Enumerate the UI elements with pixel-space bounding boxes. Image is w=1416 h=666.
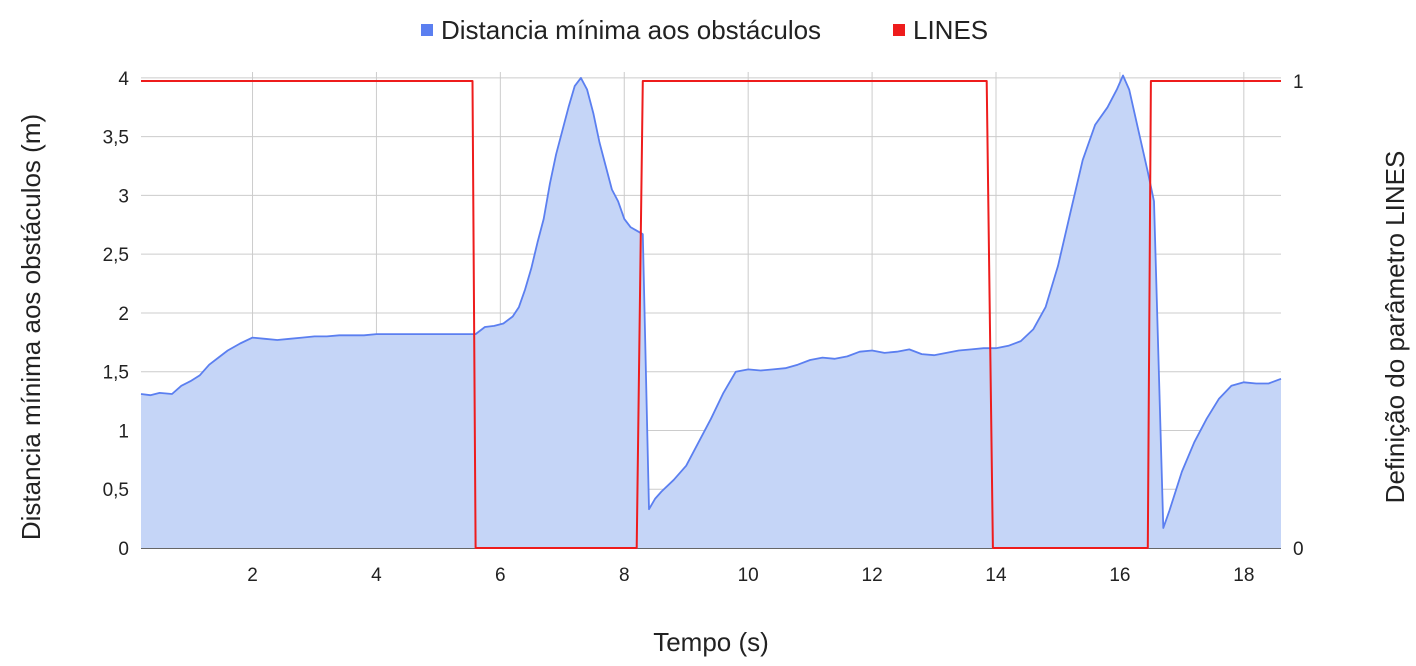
- x-tick-label: 18: [1233, 565, 1254, 586]
- x-tick-label: 12: [862, 565, 883, 586]
- x-tick-label: 10: [738, 565, 759, 586]
- legend-item-distance: Distancia mínima aos obstáculos: [421, 15, 821, 45]
- x-axis-title: Tempo (s): [653, 627, 769, 657]
- y-tick-label: 3,5: [103, 128, 129, 149]
- y-tick-label: 0: [118, 539, 129, 560]
- y-axis-right: 01: [1293, 72, 1304, 560]
- y-tick-label: 2,5: [103, 245, 129, 266]
- legend-item-lines: LINES: [893, 15, 988, 45]
- y-tick-label: 2: [118, 304, 129, 325]
- y-tick-label: 3: [118, 186, 129, 207]
- y-axis-left: 0 0,5 1 1,5 2 2,5 3 3,5 4: [103, 69, 130, 560]
- x-tick-label: 14: [985, 565, 1007, 586]
- legend-swatch-distance: [421, 24, 433, 36]
- legend-label-distance: Distancia mínima aos obstáculos: [441, 15, 821, 45]
- x-tick-label: 16: [1109, 565, 1130, 586]
- distance-area-fill: [141, 75, 1281, 548]
- y-axis-title: Distancia mínima aos obstáculos (m): [16, 114, 46, 540]
- y-tick-label: 0,5: [103, 480, 129, 501]
- distance-series-line: [140, 74, 1282, 529]
- y-tick-label: 1: [118, 421, 129, 442]
- x-tick-label: 4: [371, 565, 382, 586]
- y-tick-label: 1,5: [103, 363, 129, 384]
- x-axis: 2 4 6 8 10 12 14 16 18: [247, 565, 1254, 586]
- x-tick-label: 2: [247, 565, 258, 586]
- x-tick-label: 8: [619, 565, 630, 586]
- legend-label-lines: LINES: [913, 15, 988, 45]
- x-tick-label: 6: [495, 565, 506, 586]
- legend: Distancia mínima aos obstáculos LINES: [421, 15, 988, 45]
- y2-tick-label: 0: [1293, 539, 1304, 560]
- y2-tick-label: 1: [1293, 72, 1304, 93]
- y2-axis-title: Definição do parâmetro LINES: [1380, 151, 1410, 504]
- lines-series-line: [141, 80, 1281, 549]
- y-tick-label: 4: [118, 69, 129, 90]
- legend-swatch-lines: [893, 24, 905, 36]
- series-layer: [140, 74, 1282, 549]
